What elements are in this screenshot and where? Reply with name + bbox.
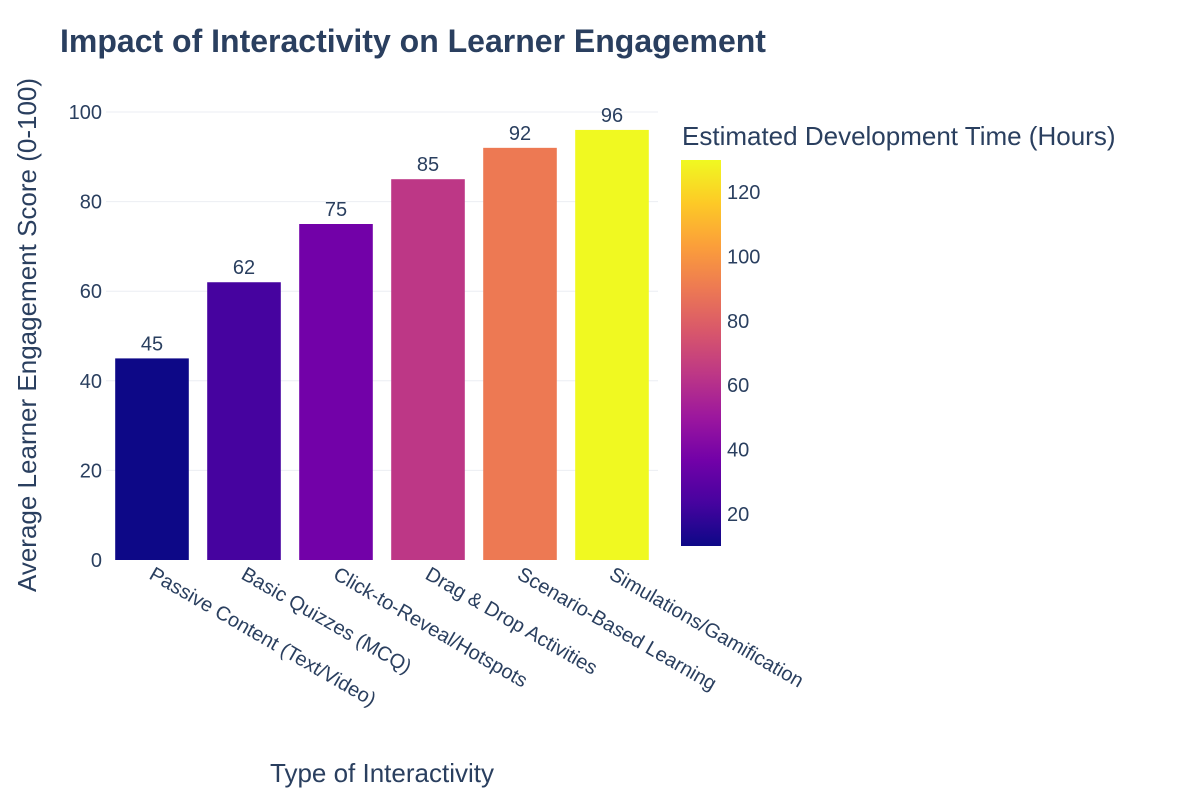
x-axis-ticks: Passive Content (Text/Video)Basic Quizze… <box>146 563 808 711</box>
bar-value-label: 45 <box>141 333 163 355</box>
bar-value-label: 75 <box>325 199 347 221</box>
y-tick-label: 40 <box>80 371 102 393</box>
x-axis-title: Type of Interactivity <box>270 758 494 788</box>
bar-value-label: 85 <box>417 154 439 176</box>
y-tick-label: 100 <box>69 102 102 124</box>
y-tick-label: 80 <box>80 192 102 214</box>
y-axis-title: Average Learner Engagement Score (0-100) <box>12 78 42 592</box>
bar-value-label: 96 <box>601 105 623 127</box>
colorbar-legend: Estimated Development Time (Hours) 20 40 6… <box>681 121 1115 546</box>
colorbar-tick-label: 120 <box>727 182 760 204</box>
colorbar-gradient <box>681 160 721 546</box>
colorbar-tick-label: 60 <box>727 375 749 397</box>
bar-value-label: 92 <box>509 123 531 145</box>
y-axis-ticks: 0 20 40 60 80 100 <box>69 102 102 572</box>
grid-lines <box>106 111 658 471</box>
chart-title: Impact of Interactivity on Learner Engag… <box>60 23 766 59</box>
bar <box>483 147 557 560</box>
bar-value-label: 62 <box>233 257 255 279</box>
colorbar-tick-label: 80 <box>727 311 749 333</box>
y-tick-label: 20 <box>80 460 102 482</box>
bar <box>391 179 465 560</box>
bar <box>115 358 189 560</box>
colorbar-title: Estimated Development Time (Hours) <box>682 121 1115 151</box>
bar <box>575 129 649 561</box>
colorbar-tick-label: 40 <box>727 440 749 462</box>
bars <box>115 129 649 561</box>
bar-value-labels: 45 62 75 85 92 96 <box>141 105 623 355</box>
bar <box>299 224 373 560</box>
bar <box>207 282 281 560</box>
colorbar-tick-label: 100 <box>727 247 760 269</box>
y-tick-label: 60 <box>80 281 102 303</box>
colorbar-tick-label: 20 <box>727 504 749 526</box>
colorbar-ticks: 20 40 60 80 100 120 <box>727 182 760 526</box>
y-tick-label: 0 <box>91 550 102 572</box>
